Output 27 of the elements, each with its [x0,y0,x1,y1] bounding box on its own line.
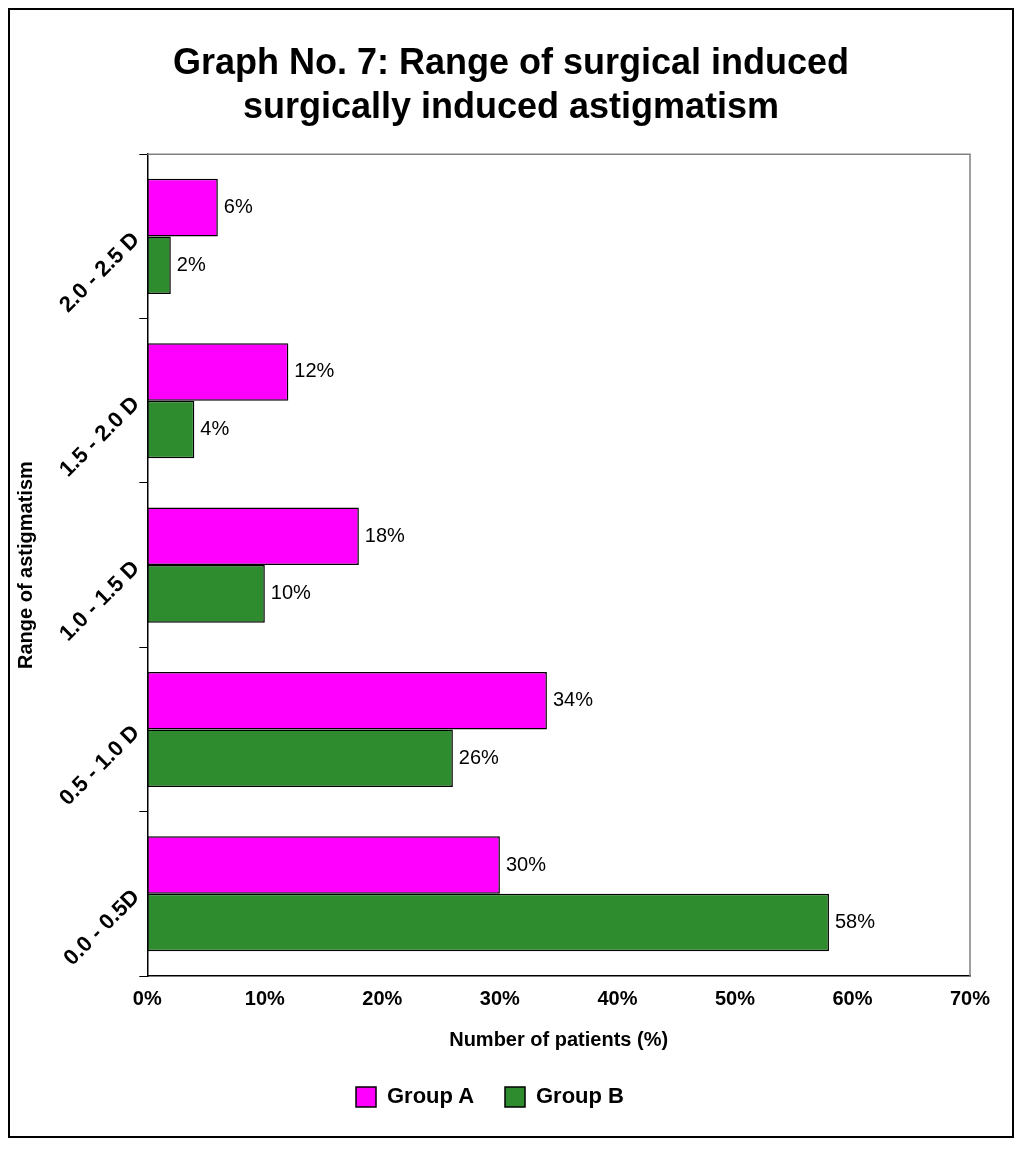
y-tick-label: 2.0 - 2.5 D [53,226,145,317]
data-label: 6% [223,195,253,218]
x-tick-label: 40% [597,986,638,1009]
x-tick-label: 30% [479,986,521,1009]
data-label: 26% [458,745,500,768]
data-label: 2% [176,252,206,275]
data-label: 30% [505,852,547,875]
y-tick-label: 1.5 - 2.0 D [53,390,145,482]
y-axis-title: Range of astigmatism [13,461,36,670]
x-tick-label: 60% [832,986,873,1009]
legend-label: Group B [536,1083,624,1109]
data-label: 58% [834,910,876,933]
legend-label: Group A [387,1083,475,1109]
x-tick-label: 70% [949,986,991,1009]
y-tick-label: 1.0 - 1.5 D [53,555,145,646]
data-label: 10% [270,581,312,604]
data-label: 12% [294,359,335,382]
x-tick-label: 20% [362,986,403,1009]
data-label: 4% [200,417,230,440]
chart-title: Graph No. 7: Range of surgical induced surgically induced astigmatism [171,40,851,128]
y-tick-label: 0.5 - 1.0 D [53,719,145,810]
x-tick-label: 0% [132,986,162,1009]
x-tick-label: 10% [244,986,286,1009]
x-tick-label: 50% [714,986,756,1009]
x-axis-title: Number of patients (%) [449,1027,669,1050]
data-label: 34% [552,688,594,711]
data-label: 18% [364,523,406,546]
